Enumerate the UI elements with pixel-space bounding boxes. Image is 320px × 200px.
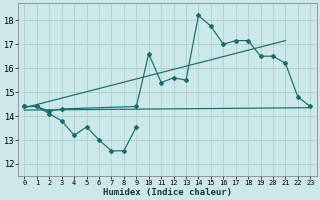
X-axis label: Humidex (Indice chaleur): Humidex (Indice chaleur) (103, 188, 232, 197)
